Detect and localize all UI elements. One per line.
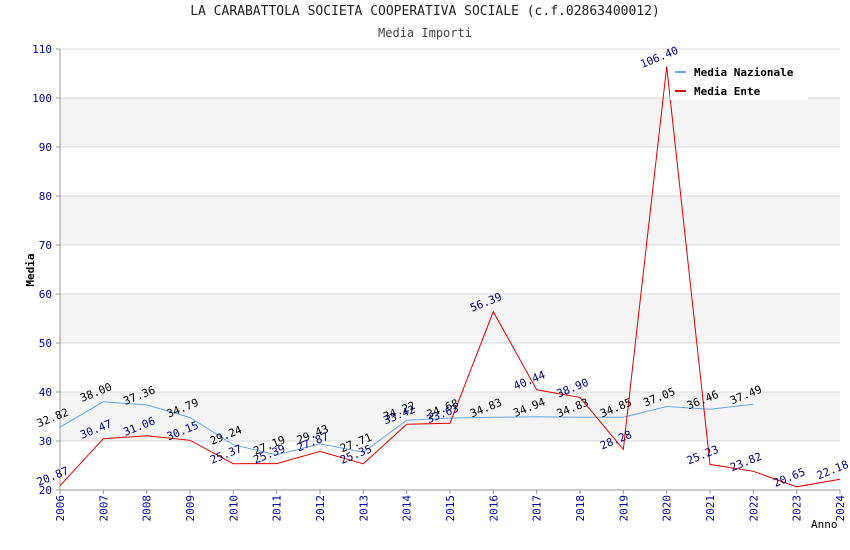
legend-box xyxy=(670,60,808,100)
legend: Media Nazionale Media Ente xyxy=(670,60,808,100)
y-tick-label: 60 xyxy=(39,288,52,301)
y-tick-labels: 20 30 40 50 60 70 80 90 100 110 xyxy=(32,43,52,497)
x-tick-label: 2018 xyxy=(574,495,587,522)
x-tick-label: 2020 xyxy=(661,495,674,522)
grid-band xyxy=(60,392,840,441)
y-axis-label: Media xyxy=(24,253,37,286)
y-tick-label: 20 xyxy=(39,484,52,497)
series-line-media-ente xyxy=(59,66,841,488)
grid-band xyxy=(60,441,840,490)
series-lines xyxy=(59,66,841,488)
x-tick-label: 2011 xyxy=(271,495,284,522)
x-axis-label: Anno xyxy=(811,518,838,531)
x-tick-label: 2010 xyxy=(227,495,240,522)
series-line-media-nazionale xyxy=(59,401,754,456)
x-tick-label: 2024 xyxy=(834,495,847,522)
x-tick-label: 2017 xyxy=(531,495,544,522)
chart-subtitle: Media Importi xyxy=(378,26,472,40)
x-tick-label: 2014 xyxy=(401,495,414,522)
grid-band xyxy=(60,245,840,294)
x-tick-label: 2006 xyxy=(54,495,67,522)
x-tick-label: 2021 xyxy=(704,495,717,522)
grid-band xyxy=(60,196,840,245)
x-tick-label: 2023 xyxy=(791,495,804,522)
x-tick-label: 2013 xyxy=(357,495,370,522)
x-tick-label: 2012 xyxy=(314,495,327,522)
grid-band xyxy=(60,294,840,343)
y-tick-label: 70 xyxy=(39,239,52,252)
grid-band xyxy=(60,343,840,392)
grid-band xyxy=(60,98,840,147)
x-tick-label: 2008 xyxy=(141,495,154,522)
y-tick-label: 30 xyxy=(39,435,52,448)
y-tick-label: 80 xyxy=(39,190,52,203)
y-tick-label: 90 xyxy=(39,141,52,154)
x-tick-label: 2016 xyxy=(487,495,500,521)
grid-band xyxy=(60,147,840,196)
chart-title: LA CARABATTOLA SOCIETA COOPERATIVA SOCIA… xyxy=(190,4,660,19)
y-tick-label: 50 xyxy=(39,337,52,350)
x-tick-label: 2007 xyxy=(97,495,110,522)
y-tick-label: 110 xyxy=(32,43,52,56)
y-tick-label: 100 xyxy=(32,92,52,105)
x-tick-label: 2015 xyxy=(444,495,457,522)
x-tick-label: 2019 xyxy=(617,495,630,522)
x-tick-labels: 2006 2007 2008 2009 2010 2011 2012 2013 2014 2015… xyxy=(54,495,847,522)
x-tick-label: 2022 xyxy=(747,495,760,522)
legend-entry: Media Ente xyxy=(694,85,761,98)
y-tick-label: 40 xyxy=(39,386,52,399)
axes xyxy=(56,48,841,494)
x-tick-label: 2009 xyxy=(184,495,197,522)
grid-bands xyxy=(60,49,840,490)
legend-entry: Media Nazionale xyxy=(694,66,794,79)
